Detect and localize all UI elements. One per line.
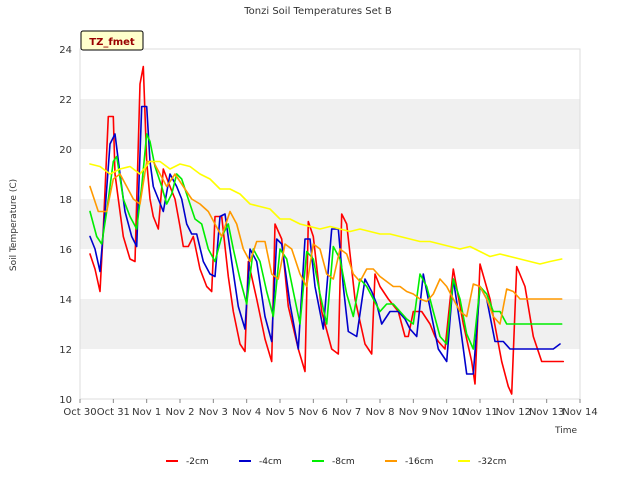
grid-band xyxy=(80,49,580,99)
x-tick-label: Oct 31 xyxy=(97,407,130,418)
series-line-8cm xyxy=(89,133,563,350)
x-tick-label: Nov 7 xyxy=(332,407,361,418)
x-tick-label: Nov 6 xyxy=(299,407,328,418)
grid-band xyxy=(80,99,580,149)
legend-item: -32cm xyxy=(458,457,506,467)
legend: -2cm -4cm -8cm -16cm -32cm xyxy=(166,457,506,467)
y-tick-label: 22 xyxy=(59,95,72,106)
legend-label: -8cm xyxy=(332,457,355,467)
y-axis-ticks: 10 12 14 16 18 20 22 24 xyxy=(59,45,72,406)
series-lines xyxy=(89,65,565,395)
x-tick-label: Nov 5 xyxy=(265,407,294,418)
x-tick-label: Nov 11 xyxy=(462,407,497,418)
y-axis-label: Soil Temperature (C) xyxy=(9,179,19,271)
y-tick-label: 18 xyxy=(59,195,72,206)
x-tick-label: Nov 13 xyxy=(529,407,564,418)
x-tick-label: Nov 1 xyxy=(132,407,161,418)
series-line-32cm xyxy=(89,160,563,265)
x-axis-ticks: Oct 30 Oct 31 Nov 1 Nov 2 Nov 3 Nov 4 Nov 5 Nov… xyxy=(63,399,598,418)
chart-title: Tonzi Soil Temperatures Set B xyxy=(243,6,392,17)
x-tick-label: Nov 2 xyxy=(165,407,194,418)
y-tick-label: 12 xyxy=(59,345,72,356)
legend-label: -4cm xyxy=(259,457,282,467)
legend-label: -2cm xyxy=(186,457,209,467)
y-tick-label: 10 xyxy=(59,395,72,406)
x-axis-label: Time xyxy=(554,426,577,436)
legend-item: -16cm xyxy=(385,457,433,467)
y-tick-label: 14 xyxy=(59,295,72,306)
y-tick-label: 24 xyxy=(59,45,72,56)
y-tick-label: 16 xyxy=(59,245,72,256)
grid-band xyxy=(80,349,580,399)
site-label-box: TZ_fmet xyxy=(80,30,144,51)
grid-bands xyxy=(80,49,580,399)
x-tick-label: Nov 14 xyxy=(562,407,597,418)
x-tick-label: Nov 9 xyxy=(399,407,428,418)
legend-label: -32cm xyxy=(478,457,506,467)
legend-item: -2cm xyxy=(166,457,209,467)
site-label: TZ_fmet xyxy=(89,37,135,48)
series-line-4cm xyxy=(89,105,561,375)
x-tick-label: Oct 30 xyxy=(63,407,96,418)
x-tick-label: Nov 12 xyxy=(496,407,531,418)
legend-item: -4cm xyxy=(239,457,282,467)
x-tick-label: Nov 10 xyxy=(429,407,464,418)
legend-item: -8cm xyxy=(312,457,355,467)
y-tick-label: 20 xyxy=(59,145,72,156)
x-tick-label: Nov 3 xyxy=(199,407,228,418)
series-line-16cm xyxy=(89,160,563,325)
plot-area-border xyxy=(79,48,581,400)
x-tick-label: Nov 4 xyxy=(232,407,261,418)
x-tick-label: Nov 8 xyxy=(365,407,394,418)
legend-label: -16cm xyxy=(405,457,433,467)
